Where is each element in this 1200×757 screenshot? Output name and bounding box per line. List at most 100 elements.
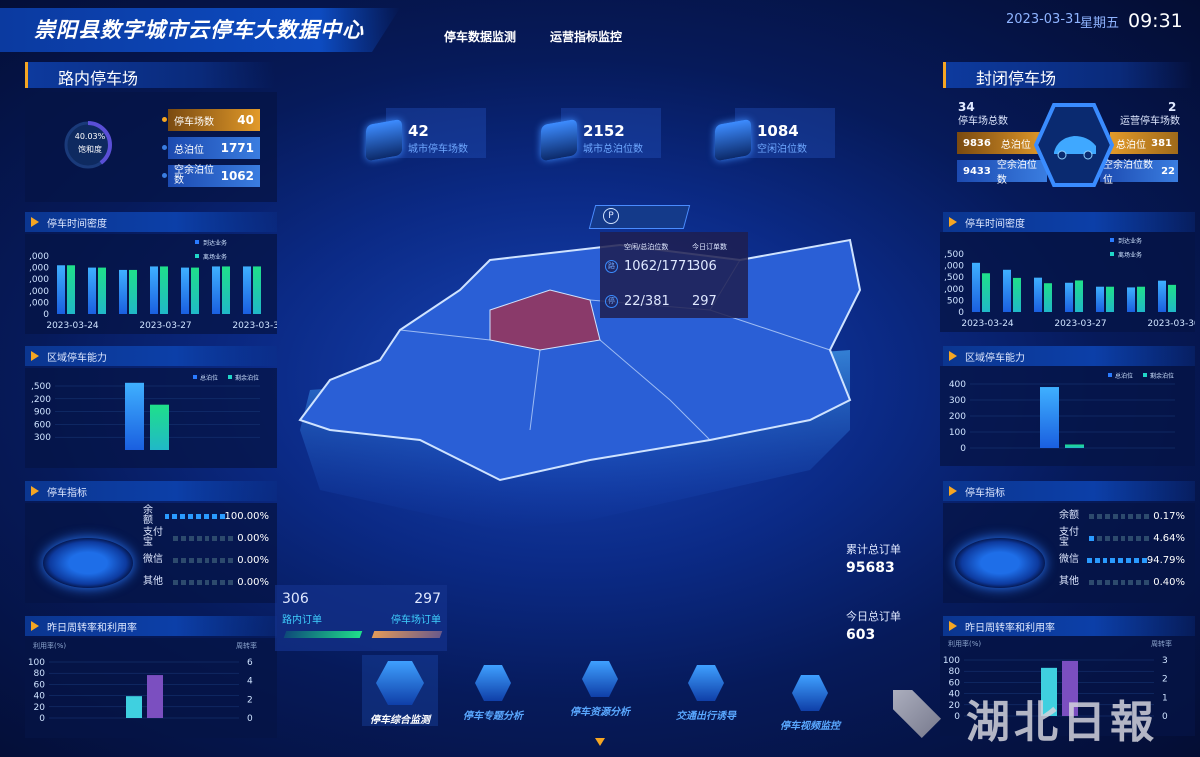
hourglass-pedestal-icon xyxy=(715,118,751,162)
y-tick-label: 300 xyxy=(949,396,966,406)
payment-row: 支付宝 0.00% xyxy=(143,527,269,549)
saturation-label: 饱和度 xyxy=(78,145,102,154)
kpi-value: 2152 xyxy=(583,122,625,140)
section-title: 区域停车能力 xyxy=(25,346,277,366)
y-axis-label-right: 周转率 xyxy=(236,641,257,650)
legend-swatch xyxy=(228,375,232,379)
chart-platform-icon xyxy=(376,661,424,705)
payment-percent: 0.40% xyxy=(1153,576,1185,588)
progress-cell xyxy=(180,535,186,541)
bar xyxy=(125,382,144,450)
car-hexagon-icon xyxy=(1034,103,1114,187)
county-map[interactable] xyxy=(290,230,890,600)
progress-cell xyxy=(1144,535,1149,541)
date: 2023-03-31 xyxy=(1006,12,1082,27)
progress-cell xyxy=(1112,513,1118,519)
lot-icon: 停 xyxy=(605,295,618,308)
y-tick-label: ,000 xyxy=(29,287,49,297)
y-tick-label: 80 xyxy=(34,669,46,679)
road-orders-label: 路内订单 xyxy=(282,615,322,626)
operating-total-spaces: 总泊位 381 xyxy=(1110,132,1178,154)
y-tick-label: 40 xyxy=(34,692,46,702)
stat-free-spaces: 空余泊位数 1062 xyxy=(168,165,260,187)
saturation-percent: 40.03% xyxy=(74,132,106,141)
today-orders-label: 今日总订单 xyxy=(846,610,901,623)
payment-progress xyxy=(164,513,225,519)
section-title: 区域停车能力 xyxy=(943,346,1195,366)
progress-cell xyxy=(1120,579,1126,585)
progress-cell xyxy=(1104,513,1110,519)
bullet-icon xyxy=(162,145,167,150)
progress-cell xyxy=(1136,579,1142,585)
progress-cell xyxy=(1118,557,1124,563)
progress-cell xyxy=(1134,557,1139,563)
bar xyxy=(160,266,168,314)
bar xyxy=(212,266,220,314)
progress-cell xyxy=(212,557,218,563)
y-tick-label: ,500 xyxy=(944,250,964,260)
lot-orders-value: 297 xyxy=(414,591,441,607)
legend-label: 离场业务 xyxy=(203,253,227,261)
y-tick-label: 100 xyxy=(943,656,960,666)
bar xyxy=(222,266,230,314)
total-lots-label: 停车场总数 xyxy=(958,116,1008,127)
payment-percent: 0.17% xyxy=(1153,510,1185,522)
progress-cell xyxy=(180,557,186,563)
expand-chevron-icon[interactable] xyxy=(595,738,605,746)
bar xyxy=(98,267,106,314)
bar xyxy=(119,269,127,314)
x-tick-label: 2023-03-24 xyxy=(46,321,99,331)
progress-cell xyxy=(203,513,209,519)
popup-col-header: 空闲/总泊位数 xyxy=(624,243,669,251)
y-tick-label: 60 xyxy=(949,678,961,688)
bar xyxy=(1137,286,1145,312)
x-tick-label: 2023-03-27 xyxy=(1054,319,1106,329)
progress-cell xyxy=(228,579,233,585)
y-tick-label: 20 xyxy=(34,703,46,713)
y-tick-label: 0 xyxy=(958,308,964,318)
nav-resource-analysis[interactable]: 停车资源分析 xyxy=(562,661,638,718)
total-orders-value: 95683 xyxy=(846,560,895,576)
y-axis-label-left: 利用率(%) xyxy=(33,641,66,650)
progress-cell xyxy=(211,513,217,519)
payment-row: 余额 0.17% xyxy=(1059,505,1185,527)
tab-operations-monitor[interactable]: 运营指标监控 xyxy=(550,30,623,44)
bullet-icon xyxy=(162,117,167,122)
payment-row: 微信 0.00% xyxy=(143,549,269,571)
legend-swatch xyxy=(1110,238,1114,242)
bar xyxy=(1127,287,1135,312)
nav-traffic-guidance[interactable]: 交通出行诱导 xyxy=(668,665,744,722)
payment-row: 其他 0.00% xyxy=(143,571,269,593)
bar xyxy=(972,262,980,312)
progress-cell xyxy=(1144,513,1149,519)
nav-topic-analysis[interactable]: 停车专题分析 xyxy=(455,665,531,722)
turnover-bar xyxy=(1062,660,1078,716)
left-summary: 40.03% 饱和度 停车场数 40 总泊位 1771 空余泊位数 1062 xyxy=(25,92,277,202)
parking-pin-icon: P xyxy=(603,208,619,224)
progress-cell xyxy=(188,535,194,541)
progress-cell xyxy=(219,513,225,519)
right-capacity-chart: 总泊位 剩余泊位 0 100 200 300 400 xyxy=(940,366,1195,466)
operating-lots-label: 运营停车场数 xyxy=(1120,116,1180,127)
progress-cell xyxy=(204,557,210,563)
right-panel-title: 封闭停车场 xyxy=(943,62,1193,88)
progress-cell xyxy=(1128,513,1134,519)
today-orders-value: 603 xyxy=(846,627,876,643)
y-tick-label: 400 xyxy=(949,380,966,390)
nav-video-monitoring[interactable]: 停车视频监控 xyxy=(772,675,848,732)
progress-cell xyxy=(1096,535,1102,541)
bar xyxy=(1075,280,1083,312)
popup-orders: 306 xyxy=(692,259,717,274)
map-popup: 空闲/总泊位数 今日订单数 路 1062/1771 306 停 22/381 2… xyxy=(600,232,748,318)
bar xyxy=(88,267,96,314)
nav-parking-overview[interactable]: 停车综合监测 xyxy=(362,655,438,726)
lot-orders-bar xyxy=(371,631,443,638)
legend-label: 到达业务 xyxy=(203,239,227,247)
tab-parking-monitor[interactable]: 停车数据监测 xyxy=(444,30,517,44)
y-tick-label: 100 xyxy=(28,658,45,668)
stat-value: 9433 xyxy=(963,165,991,177)
bar xyxy=(1044,283,1052,312)
payment-label: 支付宝 xyxy=(143,527,163,548)
bar xyxy=(181,267,189,314)
